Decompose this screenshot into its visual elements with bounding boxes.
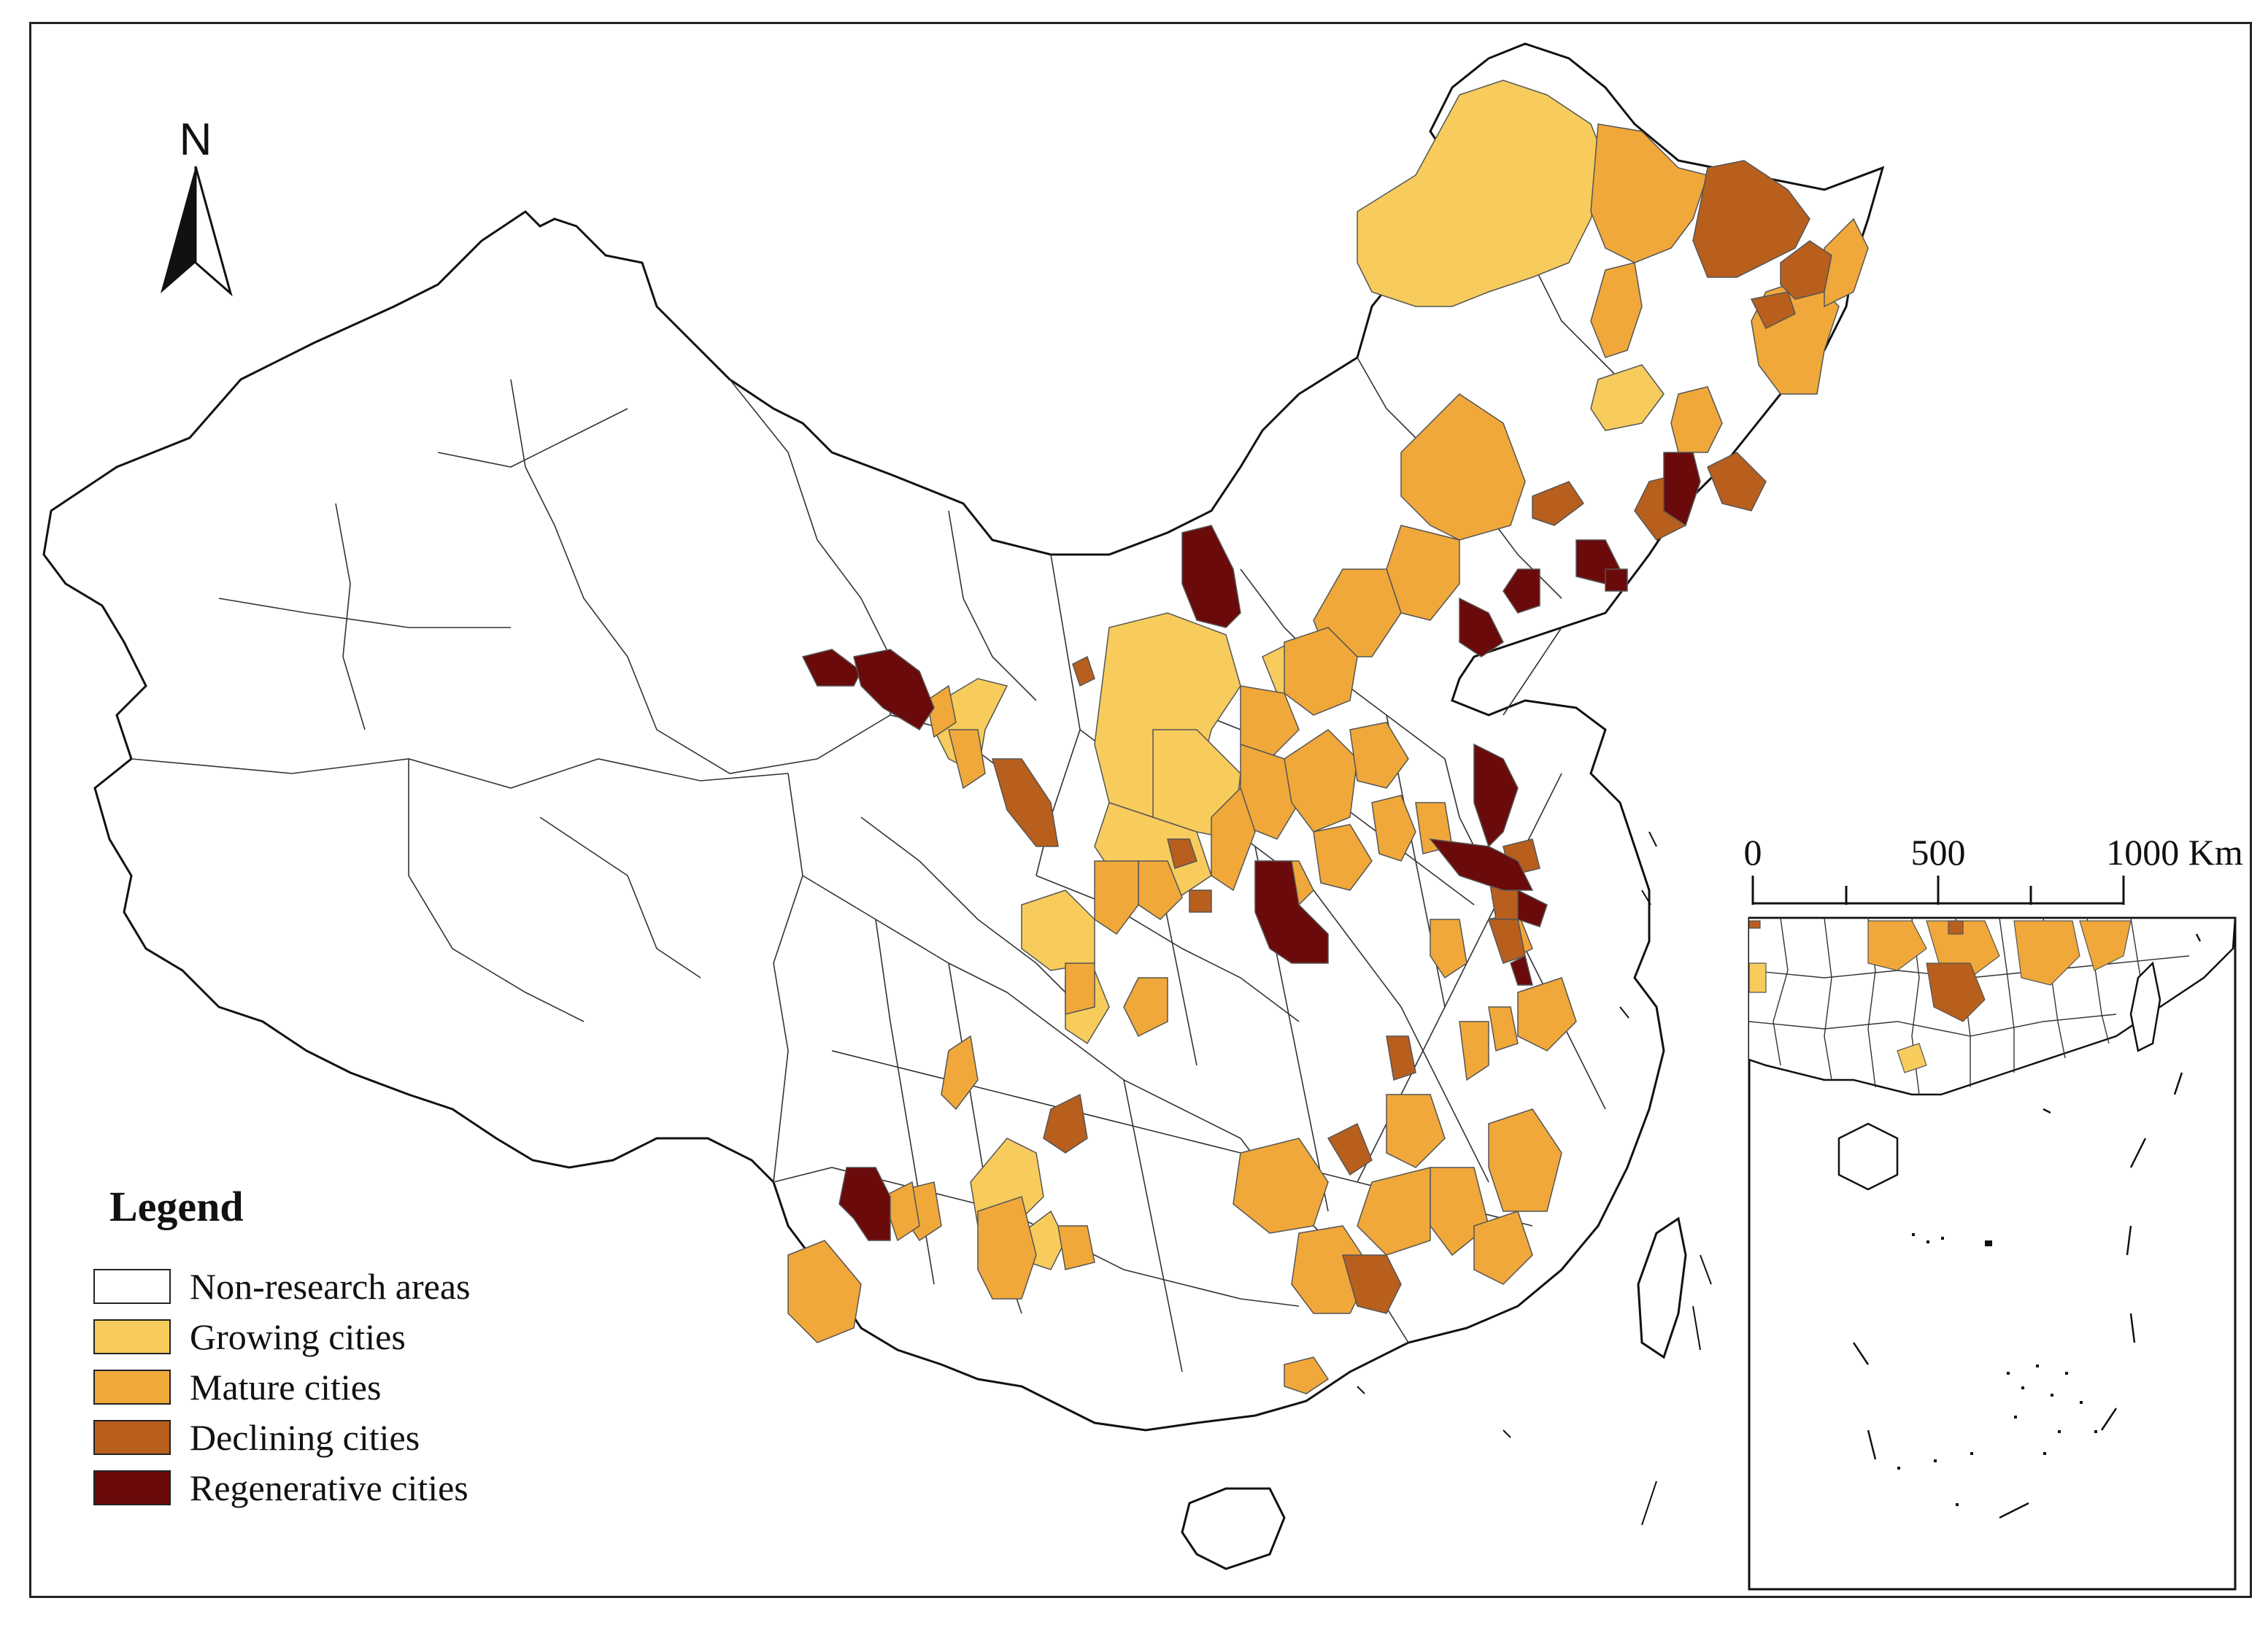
- declining-city-qitaihe: [1750, 291, 1796, 330]
- declining-city-tongchuan-b: [1167, 838, 1197, 869]
- declining-city-daxinganling: [1692, 160, 1810, 278]
- mature-city-shuozhou: [1240, 685, 1300, 760]
- legend-swatch: [93, 1369, 171, 1405]
- declining-city-luzhou: [1043, 1093, 1088, 1154]
- declining-city-fuxin: [1532, 481, 1585, 526]
- mature-city-shuangyashan: [1824, 217, 1869, 308]
- regenerative-city-taian: [1429, 838, 1534, 891]
- scale-tick-500: 500: [1911, 832, 1966, 873]
- mature-city-chenzhou: [1357, 1167, 1431, 1256]
- mature-city-hengyang: [1386, 1094, 1446, 1168]
- map-frame: [29, 22, 2252, 1598]
- regenerative-city-lijiang: [838, 1167, 891, 1241]
- growing-city-hulunbuir: [1357, 80, 1606, 307]
- mature-city-loudi: [1233, 1138, 1329, 1234]
- declining-city-pingxiang: [1386, 1035, 1416, 1081]
- mature-city-jingdezhen: [1517, 977, 1577, 1051]
- regenerative-city-wuhai: [1181, 525, 1241, 628]
- legend-item-growing: Growing cities: [93, 1311, 470, 1362]
- declining-city-liuzhou: [1342, 1254, 1402, 1314]
- legend-item-non-research: Non-research areas: [93, 1261, 470, 1311]
- declining-city-wanzhou: [1189, 889, 1212, 913]
- declining-city-shaoyang: [1327, 1122, 1373, 1176]
- scale-bar: 0 500 1000 Km: [1744, 832, 2243, 905]
- mature-city-panzhihua: [941, 1035, 979, 1111]
- inset-declining-city-2: [1948, 920, 1964, 935]
- research-cities: [787, 80, 1869, 1394]
- mature-city-wuwei: [948, 729, 986, 790]
- coastal-islands: [1357, 831, 1712, 1526]
- inset-declining-city-1: [1926, 962, 1986, 1022]
- growing-city-songyuan: [1590, 364, 1665, 431]
- inset-mature-city-1: [1867, 920, 1927, 971]
- regenerative-city-zhangye: [853, 649, 935, 731]
- regenerative-city-jiuquan: [801, 649, 862, 687]
- regenerative-city-tangshan: [1503, 568, 1540, 614]
- mature-city-handan: [1371, 795, 1416, 862]
- mature-city-yangquan: [1349, 722, 1409, 789]
- mature-city-lincang: [787, 1240, 862, 1343]
- north-arrow: N: [161, 115, 233, 297]
- legend-swatch: [93, 1470, 171, 1505]
- mature-city-sanming: [1488, 1108, 1562, 1212]
- regenerative-city-zibo: [1473, 743, 1519, 848]
- regenerative-city-fushun: [1663, 452, 1701, 527]
- south-china-sea-inset: [1748, 916, 2237, 1591]
- regenerative-city-huaibei-r: [1459, 597, 1504, 657]
- mature-city-dali: [882, 1181, 920, 1242]
- regenerative-city-xuzhou: [1517, 889, 1548, 927]
- legend-label: Regenerative cities: [190, 1467, 468, 1508]
- legend-item-declining: Declining cities: [93, 1412, 470, 1462]
- mature-city-shangrao: [1459, 1021, 1489, 1081]
- legend-label: Mature cities: [190, 1366, 382, 1408]
- inset-growing-city-2: [1749, 962, 1767, 993]
- mature-city-dazhou: [1123, 977, 1168, 1038]
- declining-city-baiyin: [992, 758, 1059, 847]
- mature-city-bose: [1284, 1356, 1330, 1394]
- mature-city-luliang: [1211, 787, 1256, 892]
- scale-tick-1000: 1000 Km: [2106, 832, 2243, 873]
- mature-city-heihe: [1590, 123, 1708, 263]
- mature-city-longyan: [1473, 1211, 1533, 1285]
- mature-city-changzhi: [1313, 824, 1373, 891]
- mature-city-chifeng: [1400, 393, 1526, 541]
- legend-item-mature: Mature cities: [93, 1362, 470, 1412]
- mature-city-qujing: [977, 1196, 1037, 1300]
- mature-city-ganzhou: [1291, 1225, 1373, 1314]
- legend-swatch: [93, 1319, 171, 1354]
- regenerative-city-luoyang: [1254, 860, 1329, 964]
- mature-city-yichun: [1590, 262, 1643, 358]
- mature-city-taiyuan-region: [1284, 729, 1358, 833]
- inset-mature-city-3: [2013, 920, 2080, 986]
- mature-city-pingdingshan: [1430, 919, 1467, 979]
- mature-city-liaoyuan: [1670, 386, 1723, 453]
- mature-city-neijiang: [1065, 962, 1095, 1015]
- regenerative-city-benxi: [1605, 568, 1628, 592]
- legend-title: Legend: [109, 1183, 244, 1230]
- north-arrow-letter: N: [180, 115, 212, 165]
- declining-city-tonghua: [1707, 452, 1767, 512]
- mature-city-maanshan: [1488, 1006, 1519, 1051]
- legend-label: Non-research areas: [190, 1265, 471, 1307]
- legend-swatch: [93, 1268, 171, 1304]
- declining-city-shizuishan: [1072, 655, 1095, 687]
- declining-city-hegang: [1780, 240, 1832, 300]
- legend-item-regenerative: Regenerative cities: [93, 1462, 470, 1513]
- inset-declining-city-3: [1749, 920, 1761, 929]
- inset-growing-city-1: [1897, 1043, 1927, 1073]
- scale-tick-0: 0: [1744, 832, 1762, 873]
- regenerative-city-tongling: [1510, 954, 1533, 986]
- legend-label: Declining cities: [190, 1416, 420, 1458]
- mature-city-baoji: [1094, 860, 1139, 935]
- mature-city-liupanshui: [1057, 1225, 1095, 1270]
- legend-swatch: [93, 1419, 171, 1455]
- legend-label: Growing cities: [190, 1316, 406, 1357]
- legend: Non-research areas Growing cities Mature…: [93, 1261, 470, 1513]
- inset-mature-city-4: [2079, 920, 2132, 971]
- mature-city-jinchang: [926, 684, 957, 738]
